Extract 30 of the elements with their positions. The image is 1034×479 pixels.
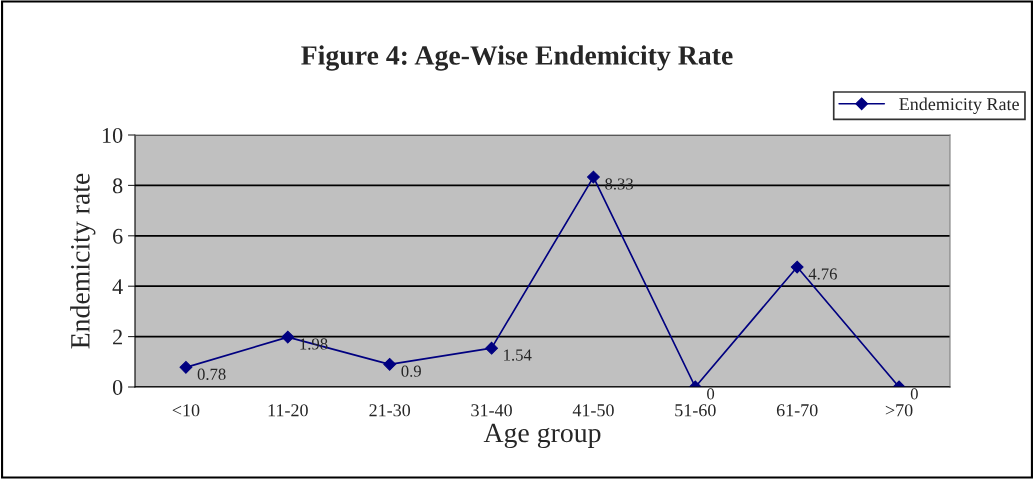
y-axis-title: Endemicity rate xyxy=(70,173,96,349)
x-tick-label: 41-50 xyxy=(572,404,614,417)
point xyxy=(179,360,193,374)
x-axis-title: Age group xyxy=(483,423,601,449)
y-tick-label: 6 xyxy=(113,228,123,244)
data-label: 0 xyxy=(910,388,918,400)
data-label: 0.78 xyxy=(197,368,226,380)
x-tick-label: 31-40 xyxy=(471,404,512,417)
point xyxy=(281,330,295,344)
point xyxy=(587,170,600,184)
y-tick-label: 0 xyxy=(112,379,123,395)
x-tick-label: 11-20 xyxy=(268,404,308,417)
legend-label: Endemicity Rate xyxy=(899,97,1019,114)
data-label: 1.54 xyxy=(504,349,532,361)
data-label: 4.76 xyxy=(808,268,837,280)
y-tick-label: 8 xyxy=(112,178,123,194)
chart-title: Figure 4: Age-Wise Endemicity Rate xyxy=(301,45,733,71)
point xyxy=(383,357,397,371)
y-tick-label: 10 xyxy=(102,127,123,143)
x-tick-label: 61-70 xyxy=(776,404,818,417)
point xyxy=(790,260,804,274)
x-tick-label: <10 xyxy=(172,404,200,417)
point xyxy=(485,341,498,355)
y-tick-label: 4 xyxy=(112,279,123,294)
x-tick-label: >70 xyxy=(885,404,913,417)
data-label: 0.9 xyxy=(401,365,421,377)
x-tick-label: 21-30 xyxy=(369,404,411,417)
data-label: 0 xyxy=(707,388,715,400)
x-tick-label: 51-60 xyxy=(675,404,716,417)
y-tick-label: 2 xyxy=(113,329,122,345)
